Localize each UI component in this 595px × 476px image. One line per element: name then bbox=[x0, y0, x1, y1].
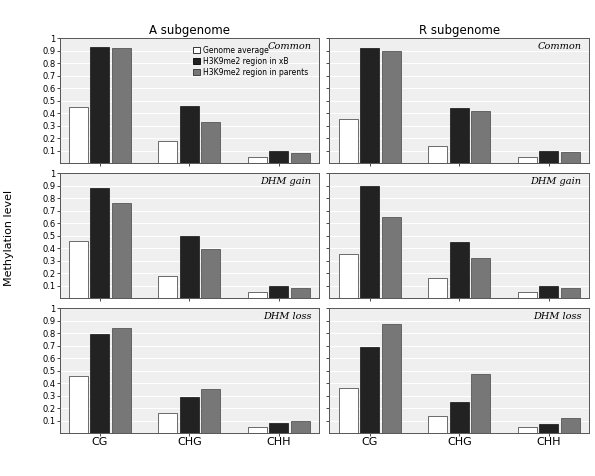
Bar bbox=[428, 146, 447, 163]
Bar bbox=[339, 254, 358, 298]
Text: DHM gain: DHM gain bbox=[530, 177, 581, 186]
Bar bbox=[180, 236, 199, 298]
Bar bbox=[518, 157, 537, 163]
Bar bbox=[518, 292, 537, 298]
Bar bbox=[450, 108, 469, 163]
Bar bbox=[471, 110, 490, 163]
Bar bbox=[248, 157, 267, 163]
Bar bbox=[539, 286, 559, 298]
Bar bbox=[339, 119, 358, 163]
Bar bbox=[180, 106, 199, 163]
Bar bbox=[560, 152, 580, 163]
Title: R subgenome: R subgenome bbox=[419, 24, 500, 37]
Bar bbox=[269, 150, 289, 163]
Bar bbox=[158, 413, 177, 433]
Bar bbox=[68, 241, 88, 298]
Bar bbox=[90, 47, 109, 163]
Bar bbox=[201, 122, 220, 163]
Bar bbox=[428, 278, 447, 298]
Bar bbox=[428, 416, 447, 433]
Bar bbox=[539, 150, 559, 163]
Bar bbox=[560, 418, 580, 433]
Bar bbox=[90, 188, 109, 298]
Bar bbox=[180, 397, 199, 433]
Bar bbox=[381, 217, 401, 298]
Bar bbox=[112, 328, 131, 433]
Bar bbox=[290, 421, 310, 433]
Bar bbox=[248, 427, 267, 433]
Bar bbox=[90, 335, 109, 433]
Bar bbox=[560, 288, 580, 298]
Bar bbox=[68, 376, 88, 433]
Bar bbox=[360, 48, 380, 163]
Bar bbox=[360, 186, 380, 298]
Bar bbox=[539, 425, 559, 433]
Text: DHM loss: DHM loss bbox=[533, 312, 581, 321]
Bar bbox=[339, 388, 358, 433]
Bar bbox=[290, 288, 310, 298]
Bar bbox=[381, 324, 401, 433]
Bar bbox=[158, 140, 177, 163]
Bar bbox=[450, 402, 469, 433]
Text: Common: Common bbox=[537, 42, 581, 51]
Bar bbox=[158, 276, 177, 298]
Bar bbox=[201, 249, 220, 298]
Bar bbox=[248, 292, 267, 298]
Bar bbox=[290, 153, 310, 163]
Bar bbox=[112, 48, 131, 163]
Bar bbox=[269, 423, 289, 433]
Bar bbox=[471, 375, 490, 433]
Title: A subgenome: A subgenome bbox=[149, 24, 230, 37]
Text: Common: Common bbox=[267, 42, 311, 51]
Bar bbox=[518, 427, 537, 433]
Bar bbox=[471, 258, 490, 298]
Bar bbox=[112, 203, 131, 298]
Bar bbox=[450, 242, 469, 298]
Legend: Genome average, H3K9me2 region in xB, H3K9me2 region in parents: Genome average, H3K9me2 region in xB, H3… bbox=[191, 44, 310, 78]
Bar bbox=[381, 50, 401, 163]
Bar bbox=[201, 389, 220, 433]
Bar bbox=[360, 347, 380, 433]
Text: Methylation level: Methylation level bbox=[4, 190, 14, 286]
Bar bbox=[68, 107, 88, 163]
Text: DHM loss: DHM loss bbox=[263, 312, 311, 321]
Bar bbox=[269, 286, 289, 298]
Text: DHM gain: DHM gain bbox=[260, 177, 311, 186]
